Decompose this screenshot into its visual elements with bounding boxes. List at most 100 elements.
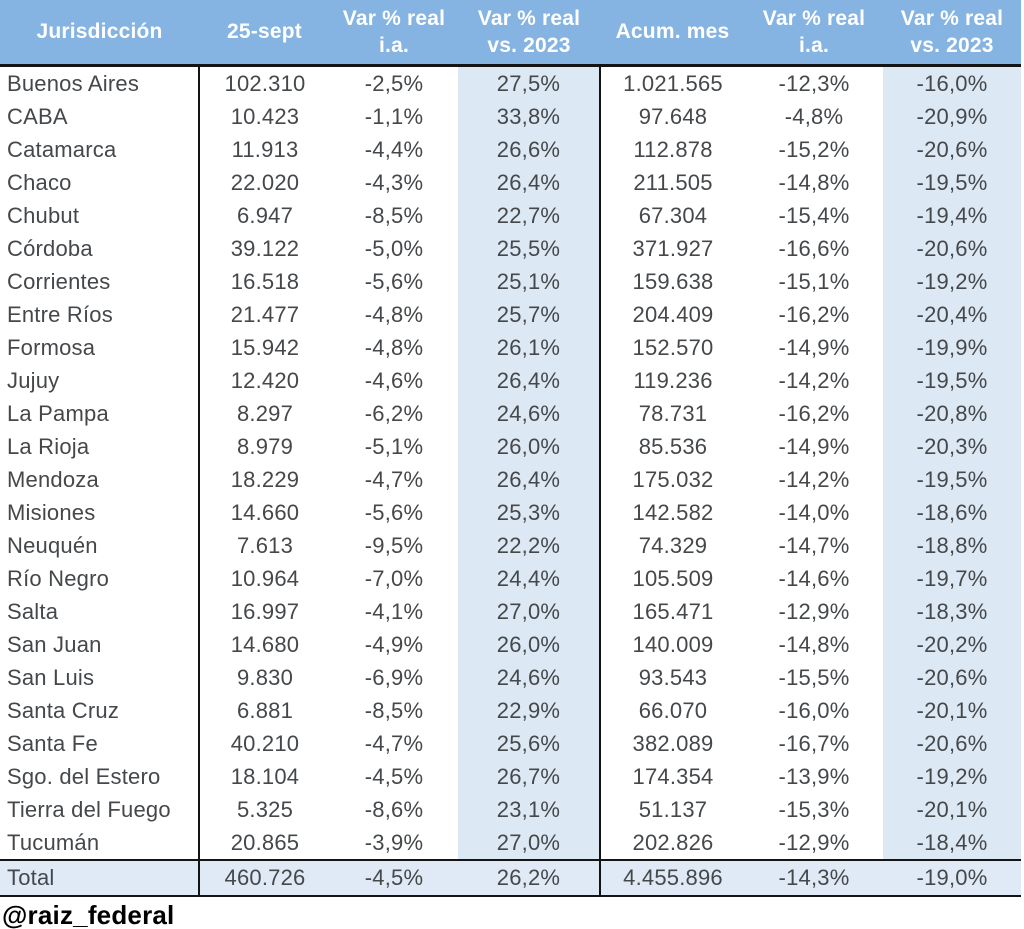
cell-jurisdiccion: Córdoba xyxy=(7,235,93,261)
cell-acum-2023: -20,4% xyxy=(883,298,1021,331)
cell-acum-2023: -18,8% xyxy=(883,529,1021,562)
cell-sept25: 14.660 xyxy=(198,496,330,529)
cell-var-ia: -4,6% xyxy=(364,367,424,393)
total-cell-var-2023: 26,2% xyxy=(458,859,600,897)
cell-var-2023: 22,9% xyxy=(458,694,600,727)
cell-var-ia: -4,8% xyxy=(364,301,424,327)
credit-handle: @raiz_federal xyxy=(2,900,175,929)
header-label: Var % real xyxy=(477,6,581,30)
cell-var-2023: 22,2% xyxy=(458,529,600,562)
cell-acum-2023: -19,5% xyxy=(883,364,1021,397)
cell-jurisdiccion: San Juan xyxy=(7,631,102,657)
table-row: Salta 16.997 -4,1% 27,0% 165.471 -12,9% -18,3% xyxy=(0,595,1021,628)
cell-acum-mes: 93.543 xyxy=(599,661,745,694)
header-label: i.a. xyxy=(799,34,829,57)
header-label: Var % real xyxy=(900,6,1004,30)
cell-acum-2023: -18,4% xyxy=(883,826,1021,860)
cell-var-ia: -5,6% xyxy=(364,499,424,525)
cell-acum-2023: -20,1% xyxy=(883,793,1021,826)
cell-var-2023: 24,6% xyxy=(458,397,600,430)
cell-acum-mes: 140.009 xyxy=(599,628,745,661)
cell-var-ia: -4,1% xyxy=(364,598,424,624)
header-acum-var-real-vs-2023: Var % real vs. 2023 xyxy=(883,0,1021,67)
cell-var-ia: -6,9% xyxy=(364,664,424,690)
cell-var-2023: 26,1% xyxy=(458,331,600,364)
cell-sept25: 12.420 xyxy=(198,364,330,397)
table-row: Tucumán 20.865 -3,9% 27,0% 202.826 -12,9% -18,… xyxy=(0,826,1021,860)
cell-acum-mes: 202.826 xyxy=(599,826,745,860)
cell-acum-mes: 97.648 xyxy=(599,100,745,133)
cell-sept25: 21.477 xyxy=(198,298,330,331)
cell-acum-mes: 165.471 xyxy=(599,595,745,628)
cell-acum-mes: 119.236 xyxy=(599,364,745,397)
cell-jurisdiccion: Misiones xyxy=(7,499,96,525)
cell-acum-ia: -12,9% xyxy=(778,829,850,855)
cell-acum-2023: -19,4% xyxy=(883,199,1021,232)
cell-acum-2023: -18,6% xyxy=(883,496,1021,529)
table-row: Mendoza 18.229 -4,7% 26,4% 175.032 -14,2% -19,… xyxy=(0,463,1021,496)
table-row: Córdoba 39.122 -5,0% 25,5% 371.927 -16,6% -20,… xyxy=(0,232,1021,265)
header-25-sept: 25-sept xyxy=(199,0,330,67)
table-row: Santa Cruz 6.881 -8,5% 22,9% 66.070 -16,0% -20… xyxy=(0,694,1021,727)
header-label: 25-sept xyxy=(227,20,302,44)
cell-acum-mes: 174.354 xyxy=(599,760,745,793)
cell-acum-ia: -12,9% xyxy=(778,598,850,624)
cell-acum-mes: 211.505 xyxy=(599,166,745,199)
cell-var-ia: -4,9% xyxy=(364,631,424,657)
cell-acum-mes: 159.638 xyxy=(599,265,745,298)
cell-acum-mes: 105.509 xyxy=(599,562,745,595)
cell-acum-2023: -20,6% xyxy=(883,661,1021,694)
total-cell-acum-ia: -14,3% xyxy=(745,859,883,897)
cell-acum-ia: -15,3% xyxy=(778,796,850,822)
table-row: Formosa 15.942 -4,8% 26,1% 152.570 -14,9% -19,… xyxy=(0,331,1021,364)
table-row: CABA 10.423 -1,1% 33,8% 97.648 -4,8% -20,9% xyxy=(0,100,1021,133)
table-row: Tierra del Fuego 5.325 -8,6% 23,1% 51.137 -15… xyxy=(0,793,1021,826)
cell-jurisdiccion: La Pampa xyxy=(7,400,109,426)
cell-jurisdiccion: CABA xyxy=(7,103,68,129)
cell-var-ia: -3,9% xyxy=(364,829,424,855)
cell-var-ia: -4,8% xyxy=(364,334,424,360)
cell-jurisdiccion: La Rioja xyxy=(7,433,90,459)
cell-sept25: 20.865 xyxy=(198,826,330,860)
header-label: Acum. mes xyxy=(615,20,730,44)
cell-acum-2023: -19,2% xyxy=(883,760,1021,793)
cell-acum-mes: 67.304 xyxy=(599,199,745,232)
cell-acum-mes: 74.329 xyxy=(599,529,745,562)
cell-var-2023: 25,3% xyxy=(458,496,600,529)
table-row: Entre Ríos 21.477 -4,8% 25,7% 204.409 -16,2% -… xyxy=(0,298,1021,331)
cell-acum-2023: -18,3% xyxy=(883,595,1021,628)
header-jurisdiccion: Jurisdicción xyxy=(0,0,199,67)
cell-sept25: 18.229 xyxy=(198,463,330,496)
cell-var-2023: 24,6% xyxy=(458,661,600,694)
cell-acum-2023: -16,0% xyxy=(883,65,1021,100)
cell-var-ia: -5,0% xyxy=(364,235,424,261)
table-row: Corrientes 16.518 -5,6% 25,1% 159.638 -15,1% -… xyxy=(0,265,1021,298)
jurisdiction-table: Jurisdicción 25-sept Var % real i.a. Var… xyxy=(0,0,1021,897)
cell-jurisdiccion: Santa Cruz xyxy=(7,697,120,723)
header-label: Var % real xyxy=(342,6,446,30)
cell-var-2023: 26,0% xyxy=(458,628,600,661)
cell-var-2023: 26,6% xyxy=(458,133,600,166)
cell-var-2023: 26,4% xyxy=(458,364,600,397)
cell-acum-ia: -16,6% xyxy=(778,235,850,261)
cell-var-2023: 25,7% xyxy=(458,298,600,331)
cell-acum-2023: -20,3% xyxy=(883,430,1021,463)
table-row: San Juan 14.680 -4,9% 26,0% 140.009 -14,8% -20… xyxy=(0,628,1021,661)
cell-acum-2023: -20,1% xyxy=(883,694,1021,727)
cell-acum-ia: -14,9% xyxy=(778,334,850,360)
cell-acum-mes: 142.582 xyxy=(599,496,745,529)
cell-jurisdiccion: San Luis xyxy=(7,664,95,690)
cell-var-ia: -6,2% xyxy=(364,400,424,426)
cell-var-ia: -8,6% xyxy=(364,796,424,822)
table-row: Misiones 14.660 -5,6% 25,3% 142.582 -14,0% -18… xyxy=(0,496,1021,529)
cell-sept25: 6.947 xyxy=(198,199,330,232)
cell-var-2023: 26,4% xyxy=(458,166,600,199)
total-cell-acum-2023: -19,0% xyxy=(883,859,1021,897)
cell-acum-mes: 66.070 xyxy=(599,694,745,727)
cell-var-2023: 27,0% xyxy=(458,826,600,860)
cell-acum-mes: 51.137 xyxy=(599,793,745,826)
cell-sept25: 8.979 xyxy=(198,430,330,463)
cell-acum-ia: -4,8% xyxy=(784,103,844,129)
table-row: Jujuy 12.420 -4,6% 26,4% 119.236 -14,2% -19,5% xyxy=(0,364,1021,397)
cell-var-ia: -5,6% xyxy=(364,268,424,294)
